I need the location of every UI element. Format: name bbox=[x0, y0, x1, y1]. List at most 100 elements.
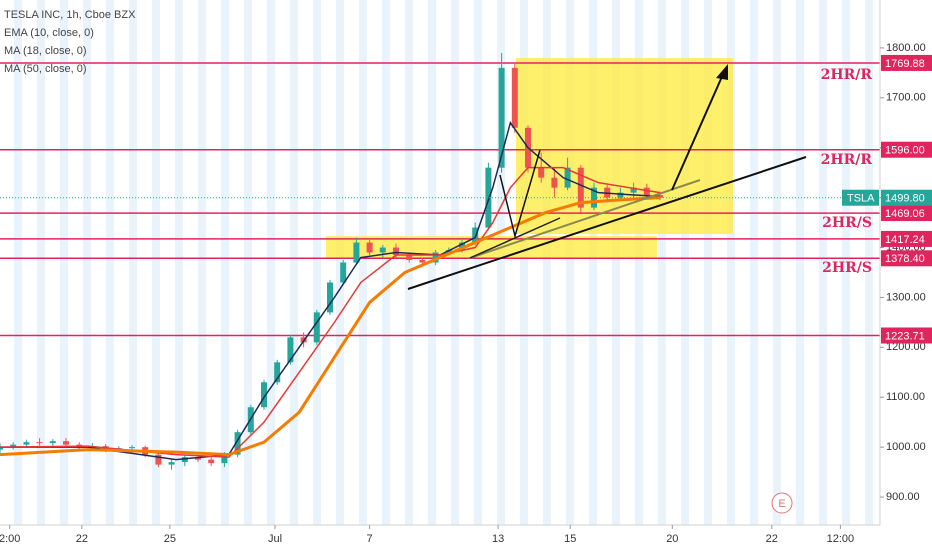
candle-body bbox=[406, 255, 413, 261]
session-stripe bbox=[635, 0, 643, 525]
ma-line bbox=[0, 166, 661, 458]
y-tick-label: 1000.00 bbox=[886, 441, 926, 453]
candle-body bbox=[49, 441, 56, 444]
candle-body bbox=[23, 442, 30, 445]
candle-body bbox=[208, 459, 215, 464]
x-tick-label: 15 bbox=[564, 533, 576, 545]
session-stripe bbox=[704, 0, 712, 525]
candle-body bbox=[498, 67, 505, 168]
session-stripe bbox=[474, 0, 482, 525]
session-stripe bbox=[106, 0, 114, 525]
candle-body bbox=[287, 337, 294, 363]
session-stripe bbox=[60, 0, 68, 525]
candle-body bbox=[261, 382, 267, 408]
candle-body bbox=[643, 187, 650, 196]
session-stripe bbox=[267, 0, 275, 525]
candle-body bbox=[419, 260, 426, 263]
candle-body bbox=[313, 312, 320, 343]
session-stripe bbox=[796, 0, 804, 525]
drawing-box bbox=[516, 58, 733, 234]
symbol-tag bbox=[842, 189, 879, 206]
y-tick-label: 1700.00 bbox=[886, 92, 926, 104]
candle-body bbox=[485, 167, 492, 228]
session-stripe bbox=[681, 0, 689, 525]
x-tick-label: 13 bbox=[492, 533, 504, 545]
price-tag bbox=[881, 189, 932, 206]
price-tag bbox=[881, 141, 932, 158]
price-tag bbox=[881, 54, 932, 71]
candle-body bbox=[155, 454, 162, 465]
symbol-tag-label: TSLA bbox=[847, 193, 875, 205]
candle-body bbox=[538, 167, 545, 178]
price-tag bbox=[881, 205, 932, 222]
session-stripe bbox=[543, 0, 551, 525]
candle-body bbox=[327, 282, 333, 313]
candle-body bbox=[353, 242, 360, 263]
annotation: 2HR/S bbox=[822, 260, 872, 276]
candle-body bbox=[617, 192, 624, 198]
annotation: 2HR/S bbox=[822, 215, 872, 231]
candle-body bbox=[472, 227, 479, 243]
price-tag-label: 1223.71 bbox=[885, 330, 925, 342]
x-tick-label: 12:00 bbox=[827, 533, 855, 545]
x-tick-label: 22 bbox=[76, 533, 88, 545]
price-tag-label: 1596.00 bbox=[885, 145, 925, 157]
x-tick-label: Jul bbox=[268, 533, 282, 545]
candle-body bbox=[340, 262, 347, 283]
candle-body bbox=[234, 432, 241, 455]
arrow bbox=[671, 71, 725, 191]
trend-line bbox=[407, 156, 807, 290]
price-tag bbox=[881, 327, 932, 344]
candle-body bbox=[551, 177, 558, 188]
session-stripe bbox=[520, 0, 528, 525]
y-tick-label: 1200.00 bbox=[886, 341, 926, 353]
session-stripe bbox=[14, 0, 22, 525]
candle-body bbox=[181, 457, 188, 463]
event-label[interactable]: E bbox=[778, 498, 785, 510]
arrow-head bbox=[716, 64, 728, 80]
candle-body bbox=[36, 442, 43, 444]
candle-body bbox=[10, 444, 17, 448]
price-tag-label: 1417.24 bbox=[885, 234, 925, 246]
candle-body bbox=[63, 441, 69, 445]
x-tick-label: 20 bbox=[666, 533, 678, 545]
session-stripe bbox=[589, 0, 597, 525]
candle-body bbox=[379, 247, 386, 253]
candle-body bbox=[577, 167, 584, 208]
session-stripe bbox=[773, 0, 781, 525]
candle-body bbox=[168, 462, 175, 465]
session-stripe bbox=[336, 0, 344, 525]
x-tick-label: 25 bbox=[164, 533, 176, 545]
session-stripe bbox=[750, 0, 758, 525]
session-stripe bbox=[175, 0, 183, 525]
candle-body bbox=[195, 457, 201, 460]
candle-body bbox=[393, 247, 399, 256]
candle-body bbox=[0, 447, 3, 450]
candle-body bbox=[274, 362, 281, 383]
chart-title: TESLA INC, 1h, Cboe BZX bbox=[4, 9, 136, 21]
session-stripe bbox=[221, 0, 229, 525]
candle-body bbox=[630, 187, 637, 193]
candle-body bbox=[366, 242, 373, 253]
event-icon[interactable] bbox=[771, 492, 793, 514]
session-stripe bbox=[566, 0, 574, 525]
price-tag bbox=[881, 250, 932, 267]
y-tick-label: 1300.00 bbox=[886, 291, 926, 303]
candle-body bbox=[432, 252, 439, 263]
session-stripe bbox=[865, 0, 873, 525]
x-tick-label: 2:00 bbox=[0, 533, 20, 545]
session-stripe bbox=[819, 0, 827, 525]
session-stripe bbox=[727, 0, 735, 525]
price-tag-label: 1499.80 bbox=[885, 193, 925, 205]
session-stripe bbox=[359, 0, 367, 525]
legend-entry: MA (18, close, 0) bbox=[4, 45, 87, 57]
price-tag-label: 1769.88 bbox=[885, 58, 925, 70]
legend-entry: EMA (10, close, 0) bbox=[4, 27, 94, 39]
session-stripe bbox=[152, 0, 160, 525]
session-stripe bbox=[451, 0, 459, 525]
price-tag-label: 1378.40 bbox=[885, 253, 925, 265]
y-tick-label: 900.00 bbox=[886, 491, 920, 503]
price-tag bbox=[881, 230, 932, 247]
session-stripe bbox=[83, 0, 91, 525]
